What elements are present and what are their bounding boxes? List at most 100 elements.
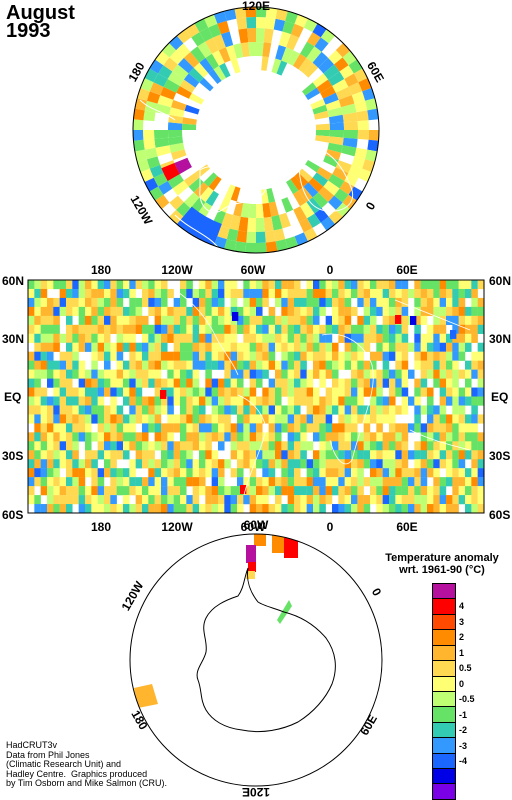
south-cell xyxy=(134,684,158,708)
north-cell xyxy=(218,47,231,63)
world-cell xyxy=(173,333,181,343)
world-cell xyxy=(66,396,73,406)
world-cell xyxy=(237,387,244,397)
north-cell xyxy=(339,181,354,195)
world-cell xyxy=(249,396,257,406)
world-cell xyxy=(256,378,263,388)
world-cell xyxy=(376,333,383,343)
north-cell xyxy=(256,41,264,57)
north-cell xyxy=(265,7,278,19)
north-cell xyxy=(261,189,269,204)
world-cell xyxy=(123,414,130,424)
world-cell xyxy=(34,315,41,326)
world-cell xyxy=(28,495,35,505)
world-cell xyxy=(154,441,162,451)
world-cell xyxy=(433,486,440,496)
world-cell xyxy=(205,297,212,308)
world-cell xyxy=(167,468,174,478)
north-cell xyxy=(335,86,352,100)
world-cell xyxy=(142,414,149,424)
world-cell xyxy=(129,423,136,433)
world-cell xyxy=(243,369,250,379)
world-cell xyxy=(452,288,459,299)
world-cell xyxy=(389,432,396,442)
world-cell xyxy=(78,495,86,505)
world-cell xyxy=(85,378,92,388)
world-cell xyxy=(40,486,48,496)
world-cell xyxy=(446,351,453,361)
world-cell xyxy=(427,324,434,334)
world-cell xyxy=(205,459,212,469)
north-cell xyxy=(256,242,267,253)
world-cell xyxy=(281,468,288,478)
world-cell xyxy=(452,280,459,290)
world-cell xyxy=(72,280,79,290)
world-cell xyxy=(287,423,295,433)
world-cell xyxy=(458,387,466,397)
world-cell xyxy=(142,288,149,299)
world-cell xyxy=(173,378,181,388)
world-cell xyxy=(148,459,155,469)
world-cell xyxy=(167,306,174,317)
world-cell xyxy=(427,450,434,460)
world-cell xyxy=(78,333,86,343)
world-cell xyxy=(420,360,428,370)
world-cell xyxy=(256,315,263,326)
world-cell xyxy=(300,288,307,299)
world-cell xyxy=(237,423,244,433)
world-cell xyxy=(477,351,484,361)
world-cell xyxy=(154,495,162,505)
world-cell xyxy=(281,360,288,370)
world-cell xyxy=(262,414,269,424)
world-cell xyxy=(370,468,377,478)
world-cell xyxy=(47,324,54,334)
world-cell xyxy=(205,378,212,388)
world-cell xyxy=(433,351,440,361)
world-cell xyxy=(344,486,352,496)
world-cell xyxy=(401,432,409,442)
world-cell xyxy=(262,441,269,451)
north-cell xyxy=(293,190,307,207)
world-cell xyxy=(281,378,288,388)
world-cell xyxy=(332,280,339,290)
world-cell xyxy=(376,351,383,361)
world-cell xyxy=(433,423,440,433)
world-cell xyxy=(72,432,79,442)
world-cell xyxy=(344,315,352,326)
world-cell xyxy=(300,324,307,334)
world-cell xyxy=(110,405,117,415)
world-cell xyxy=(319,468,326,478)
world-cell xyxy=(262,468,269,478)
world-cell xyxy=(306,288,314,299)
world-cell xyxy=(53,306,60,317)
world-cell xyxy=(180,351,187,361)
world-cell xyxy=(142,369,149,379)
north-cell xyxy=(334,188,349,203)
world-cell xyxy=(97,324,105,334)
world-cell xyxy=(325,450,333,460)
world-cell xyxy=(110,306,117,317)
world-cell xyxy=(161,333,168,343)
world-cell xyxy=(452,315,459,326)
world-cell xyxy=(351,387,358,397)
world-cell xyxy=(249,306,257,317)
world-cell xyxy=(376,441,383,451)
world-cell xyxy=(439,396,447,406)
world-cell xyxy=(382,280,390,290)
world-cell xyxy=(243,459,250,469)
world-cell xyxy=(395,405,402,415)
world-cell xyxy=(306,486,314,496)
world-cell xyxy=(47,432,54,442)
north-cell xyxy=(199,27,213,42)
world-cell xyxy=(104,288,111,299)
world-cell xyxy=(192,504,200,513)
world-cell xyxy=(433,468,440,478)
world-cell xyxy=(427,387,434,397)
world-cell xyxy=(401,423,409,433)
world-cell xyxy=(287,333,295,343)
world-cell xyxy=(66,477,73,487)
world-cell xyxy=(135,450,143,460)
world-cell xyxy=(218,306,225,317)
world-cell xyxy=(465,495,472,505)
north-cell xyxy=(193,182,209,198)
